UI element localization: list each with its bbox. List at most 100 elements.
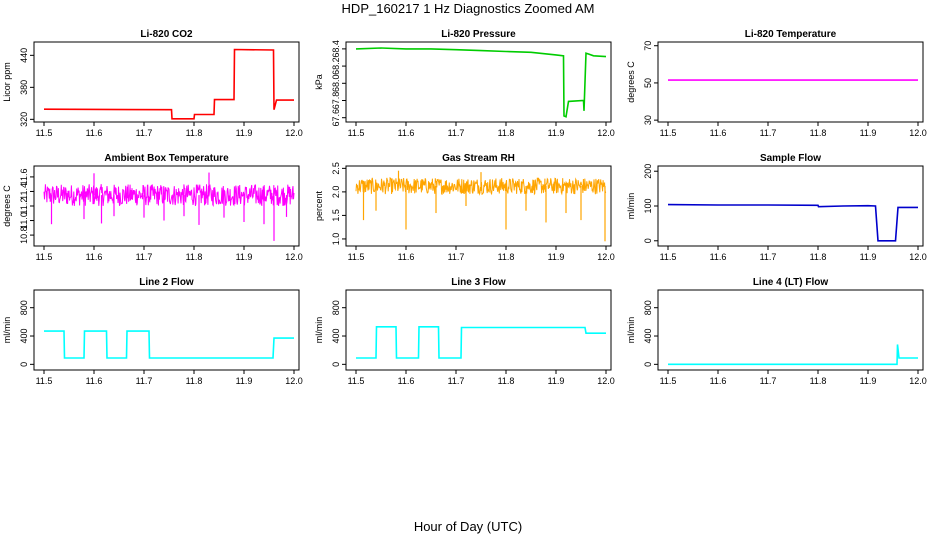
x-tick-label: 12.0	[285, 252, 303, 262]
plot-frame	[657, 41, 924, 123]
panel-3: Li-820 Temperature degrees C 11.5 11.6 11.7 1…	[626, 29, 927, 138]
y-tick-label: 30	[643, 115, 653, 125]
x-tick-label: 11.9	[860, 128, 877, 138]
series-line	[355, 47, 607, 118]
y-axis-label: degrees C	[626, 61, 636, 103]
x-tick-label: 12.0	[597, 128, 615, 138]
y-axis-label: percent	[314, 190, 324, 221]
y-tick-label: 10.8	[19, 226, 29, 244]
y-axis-label: ml/min	[626, 193, 636, 220]
x-tick-label: 11.5	[660, 376, 677, 386]
x-tick-label: 11.7	[760, 376, 777, 386]
y-axis-label: ml/min	[2, 317, 12, 344]
y-tick-label: 1.5	[331, 209, 341, 222]
plot-frame	[657, 165, 924, 247]
figure-x-axis-label: Hour of Day (UTC)	[414, 519, 522, 534]
x-tick-label: 11.6	[710, 128, 727, 138]
panel-grid: Li-820 CO2 Licor ppm 11.5 11.6 11.7 11.8 11.9 1…	[2, 29, 927, 386]
y-tick-label: 400	[331, 329, 341, 344]
panel-1: Li-820 CO2 Licor ppm 11.5 11.6 11.7 11.8 11.9 1…	[2, 29, 303, 138]
panel-5: Gas Stream RH percent 11.5 11.6 11.7 11.8 11.9…	[314, 153, 615, 262]
x-tick-label: 11.7	[448, 128, 465, 138]
series-noise	[355, 176, 607, 196]
panel-title: Line 2 Flow	[139, 277, 194, 288]
y-tick-label: 320	[19, 112, 29, 127]
y-tick-label: 2.0	[331, 186, 341, 199]
y-tick-label: 800	[331, 300, 341, 315]
y-tick-label: 400	[19, 329, 29, 344]
panel-title: Li-820 Temperature	[745, 29, 837, 40]
x-tick-label: 11.6	[86, 376, 103, 386]
x-tick-label: 11.9	[548, 376, 565, 386]
series-line	[43, 48, 294, 120]
y-axis-label: kPa	[314, 74, 324, 90]
y-tick-label: 11.6	[19, 168, 29, 185]
x-tick-label: 11.8	[810, 252, 827, 262]
x-tick-label: 11.5	[36, 252, 53, 262]
x-tick-label: 12.0	[909, 128, 927, 138]
panel-4: Ambient Box Temperature degrees C 11.5 11.6…	[2, 153, 303, 262]
x-tick-label: 11.9	[236, 128, 253, 138]
x-tick-label: 11.6	[398, 376, 415, 386]
x-tick-label: 11.5	[660, 128, 677, 138]
panel-title: Sample Flow	[760, 153, 821, 164]
x-tick-label: 11.5	[348, 376, 365, 386]
y-tick-label: 400	[643, 329, 653, 344]
y-tick-label: 2.5	[331, 162, 341, 175]
x-tick-label: 11.7	[448, 252, 465, 262]
series-line	[356, 325, 606, 359]
x-tick-label: 11.9	[236, 376, 253, 386]
y-tick-label: 68.0	[331, 75, 341, 93]
y-tick-label: 70	[643, 41, 653, 51]
series-noise	[43, 184, 295, 207]
y-tick-label: 200	[643, 164, 653, 179]
panel-9: Line 4 (LT) Flow ml/min 11.5 11.6 11.7 11.8 11…	[626, 277, 927, 386]
x-tick-label: 11.6	[86, 128, 103, 138]
panel-title: Line 4 (LT) Flow	[753, 277, 829, 288]
y-tick-label: 50	[643, 78, 653, 88]
panel-8: Line 3 Flow ml/min 11.5 11.6 11.7 11.8 11.9 12.…	[314, 277, 615, 386]
y-tick-label: 11.0	[19, 212, 29, 229]
x-tick-label: 11.8	[810, 128, 827, 138]
x-tick-label: 12.0	[597, 252, 615, 262]
y-tick-label: 11.4	[19, 183, 29, 200]
x-tick-label: 12.0	[909, 376, 927, 386]
x-tick-label: 12.0	[597, 376, 615, 386]
series-line	[668, 344, 918, 366]
y-tick-label: 800	[643, 300, 653, 315]
x-tick-label: 11.7	[136, 128, 153, 138]
panel-title: Li-820 Pressure	[441, 29, 516, 40]
panel-6: Sample Flow ml/min 11.5 11.6 11.7 11.8 11.9 12.…	[626, 153, 927, 262]
y-tick-label: 67.6	[331, 109, 341, 127]
y-tick-label: 0	[331, 362, 341, 367]
y-tick-label: 440	[19, 48, 29, 63]
y-tick-label: 380	[19, 80, 29, 95]
x-tick-label: 11.5	[36, 376, 53, 386]
x-tick-label: 11.5	[348, 128, 365, 138]
x-tick-label: 11.6	[710, 376, 727, 386]
y-tick-label: 800	[19, 300, 29, 315]
y-tick-label: 0	[643, 238, 653, 243]
figure-title: HDP_160217 1 Hz Diagnostics Zoomed AM	[342, 1, 595, 16]
x-tick-label: 11.8	[498, 376, 515, 386]
x-tick-label: 11.8	[810, 376, 827, 386]
y-tick-label: 67.8	[331, 92, 341, 110]
x-tick-label: 12.0	[909, 252, 927, 262]
x-tick-label: 11.5	[660, 252, 677, 262]
panel-title: Ambient Box Temperature	[104, 153, 229, 164]
y-tick-label: 68.4	[331, 40, 341, 58]
panel-title: Li-820 CO2	[140, 29, 193, 40]
y-tick-label: 100	[643, 198, 653, 213]
x-tick-label: 11.9	[236, 252, 253, 262]
y-tick-label: 0	[643, 362, 653, 367]
x-tick-label: 11.8	[186, 252, 203, 262]
y-axis-label: degrees C	[2, 185, 12, 227]
x-tick-label: 11.8	[186, 128, 203, 138]
x-tick-label: 11.9	[860, 252, 877, 262]
x-tick-label: 12.0	[285, 128, 303, 138]
x-tick-label: 11.6	[86, 252, 103, 262]
x-tick-label: 11.9	[860, 376, 877, 386]
x-tick-label: 11.8	[186, 376, 203, 386]
x-tick-label: 12.0	[285, 376, 303, 386]
